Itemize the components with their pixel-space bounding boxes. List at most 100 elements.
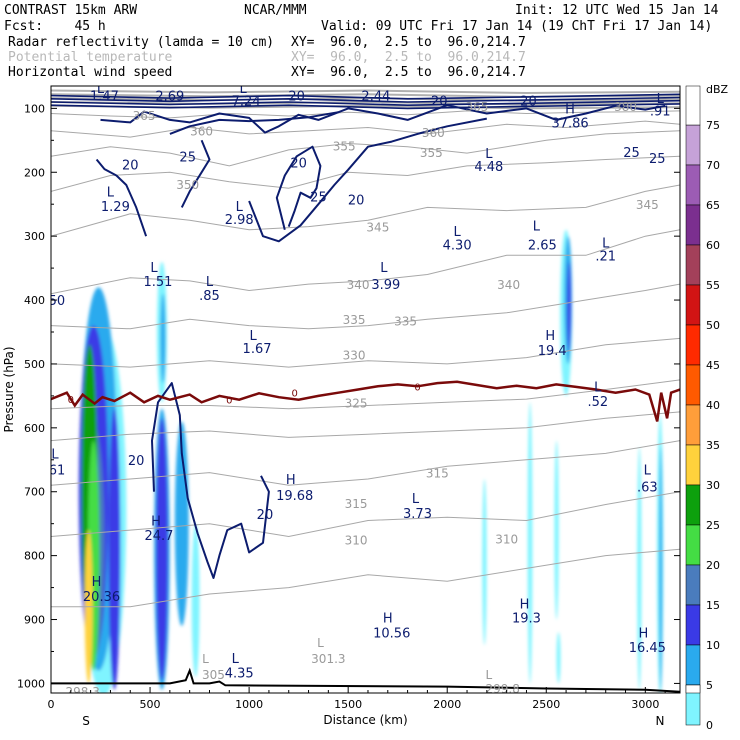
wind-contour-jet: [51, 103, 680, 110]
wind-contour-20: [248, 117, 487, 243]
wind-label-18: 25: [310, 191, 327, 206]
init-time: Init: 12 UTC Wed 15 Jan 14: [515, 3, 719, 18]
theta-contour-355: [51, 130, 680, 167]
theta-label-77: 340: [347, 278, 370, 292]
endpoint-left: S: [82, 714, 90, 728]
wind-label-24: L: [236, 200, 244, 215]
wind-speed-contours: [51, 93, 680, 579]
wind-label-56: 24.7: [144, 529, 173, 544]
theta-label-70: 365: [465, 100, 488, 114]
wind-label-54: .63: [637, 481, 658, 496]
theta-label-69: 360: [422, 126, 445, 140]
colorbar-label: 50: [706, 319, 720, 332]
wind-contour-25: [275, 145, 322, 231]
theta-contour-305: [51, 548, 680, 608]
freezing-level-contour: 0 0 0 0: [51, 380, 680, 422]
colorbar-label: 65: [706, 199, 720, 212]
wind-label-53: L: [644, 463, 652, 478]
wind-label-2: 2.69: [155, 90, 184, 105]
colorbar-swatch-70: [685, 164, 701, 206]
wind-label-30: L: [602, 237, 610, 252]
x-tick-label: 500: [140, 698, 161, 711]
theta-label-88: 301.3: [311, 652, 345, 666]
wind-label-61: H: [383, 612, 393, 627]
field-xy-theta: XY= 96.0, 2.5 to 96.0,214.7: [291, 50, 526, 65]
wind-label-27: 4.30: [443, 238, 472, 253]
theta-contour-320: [51, 411, 680, 442]
forecast-hour: Fcst: 45 h: [4, 19, 106, 34]
theta-contour-360: [51, 120, 680, 138]
wind-label-46: .61: [45, 463, 66, 478]
colorbar-label: 10: [706, 639, 720, 652]
theta-contour-350: [51, 155, 680, 192]
theta-contour-335: [51, 283, 680, 330]
colorbar-swatch-30: [685, 484, 701, 526]
wind-contour-jet: [51, 99, 680, 107]
endpoint-right: N: [656, 714, 665, 728]
terrain-surface: [51, 667, 680, 693]
colorbar-label: 60: [706, 239, 720, 252]
theta-contour-upper: [51, 89, 680, 95]
theta-contour-315: [51, 440, 680, 486]
y-tick-label: 900: [24, 614, 45, 627]
colorbar-top-cap: [685, 85, 701, 126]
theta-label-79: 335: [343, 313, 366, 327]
y-tick-label: 300: [24, 230, 45, 243]
wind-label-20: L: [485, 147, 493, 162]
theta-label-71: 380: [614, 100, 637, 114]
reflectivity-cell-16: [567, 261, 572, 352]
wind-label-40: 1.67: [243, 342, 272, 357]
wind-contour-20: [180, 139, 211, 208]
wind-label-48: H: [286, 473, 296, 488]
reflectivity-cell-23: [659, 447, 663, 690]
colorbar-label: 45: [706, 359, 720, 372]
wind-label-16: 20: [122, 159, 139, 174]
colorbar-swatch-20: [685, 564, 701, 606]
wind-label-23: 1.29: [101, 200, 130, 215]
wind-label-1: 1.47: [90, 90, 119, 105]
reflectivity-cell-17: [482, 478, 487, 646]
theta-label-82: 325: [345, 396, 368, 410]
reflectivity-cell-9: [160, 293, 166, 384]
y-tick-label: 500: [24, 358, 45, 371]
theta-label-75: 345: [366, 221, 389, 235]
colorbar-swatch-25: [685, 524, 701, 566]
freezing-level-line: [51, 380, 680, 422]
colorbar-label: 20: [706, 559, 720, 572]
valid-time: Valid: 09 UTC Fri 17 Jan 14 (19 ChT Fri …: [321, 19, 713, 34]
freezing-level-label: 0: [68, 395, 74, 406]
wind-label-14: 25: [649, 152, 666, 167]
field-xy-wind: XY= 96.0, 2.5 to 96.0,214.7: [291, 65, 526, 80]
colorbar-swatch-50: [685, 324, 701, 366]
freezing-level-label: 0: [291, 389, 297, 400]
y-tick-label: 100: [24, 102, 45, 115]
wind-label-52: 20: [257, 508, 274, 523]
colorbar-swatch-10: [685, 644, 701, 686]
wind-label-41: H: [545, 329, 555, 344]
x-tick-label: 0: [48, 698, 55, 711]
y-tick-label: 400: [24, 294, 45, 307]
wind-label-44: .52: [587, 395, 608, 410]
wind-label-39: L: [249, 329, 257, 344]
colorbar-swatch-60: [685, 244, 701, 286]
wind-label-42: 19.4: [538, 344, 567, 359]
wind-label-8: 20: [520, 95, 537, 110]
center-title: NCAR/MMM: [244, 3, 307, 18]
wind-label-55: H: [151, 514, 161, 529]
wind-label-57: H: [92, 575, 102, 590]
wind-label-5: 20: [288, 90, 305, 105]
surface-line: [51, 667, 680, 693]
wind-label-13: 25: [623, 146, 640, 161]
x-tick-label: 2500: [532, 698, 560, 711]
colorbar-label: 15: [706, 599, 720, 612]
reflectivity-field: [78, 229, 664, 693]
wind-label-28: L: [533, 219, 541, 234]
model-title: CONTRAST 15km ARW: [4, 3, 138, 18]
wind-label-58: 20.36: [83, 590, 120, 605]
wind-label-3: L: [240, 82, 248, 97]
x-tick-label: 1000: [235, 698, 263, 711]
theta-contour-345: [51, 184, 680, 237]
